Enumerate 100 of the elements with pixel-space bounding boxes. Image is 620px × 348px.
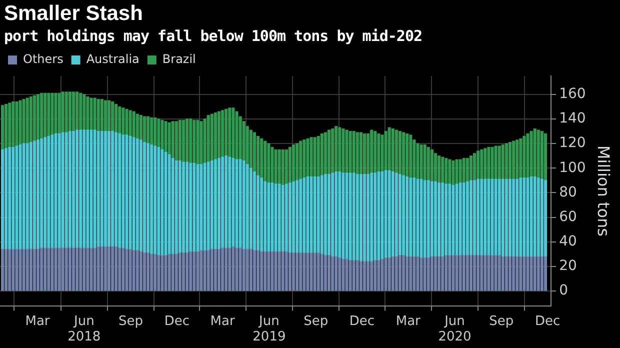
bar bbox=[466, 158, 469, 182]
bar bbox=[142, 116, 146, 143]
bar bbox=[394, 130, 398, 174]
bar bbox=[154, 117, 157, 146]
bar bbox=[540, 130, 544, 180]
bar bbox=[356, 132, 359, 175]
chart-title: Smaller Stash bbox=[4, 2, 144, 26]
bar bbox=[310, 176, 313, 254]
bar bbox=[462, 158, 466, 184]
bar bbox=[214, 159, 217, 250]
bar bbox=[519, 138, 522, 178]
bar bbox=[356, 174, 359, 261]
bar bbox=[306, 252, 310, 291]
bar bbox=[224, 108, 228, 156]
x-tick-label: Dec bbox=[349, 314, 375, 329]
bar bbox=[206, 250, 210, 291]
bar bbox=[348, 130, 352, 174]
bar bbox=[423, 180, 426, 258]
bar bbox=[221, 248, 224, 291]
bar bbox=[270, 182, 274, 252]
bar bbox=[189, 251, 192, 291]
bar bbox=[380, 172, 384, 260]
bar bbox=[494, 146, 498, 180]
bar bbox=[118, 248, 122, 291]
bar bbox=[192, 251, 196, 291]
bar bbox=[324, 132, 328, 175]
bar bbox=[530, 130, 533, 178]
bar bbox=[327, 130, 331, 175]
bar bbox=[200, 250, 203, 291]
bar bbox=[171, 121, 174, 159]
bar bbox=[391, 128, 394, 172]
bar bbox=[281, 251, 284, 291]
bar bbox=[292, 252, 296, 291]
bar bbox=[136, 250, 139, 291]
bar bbox=[362, 261, 366, 291]
bar bbox=[114, 104, 118, 133]
bar bbox=[299, 252, 302, 291]
bar bbox=[306, 176, 310, 254]
y-tick-label: 160 bbox=[559, 86, 586, 102]
bar bbox=[352, 130, 356, 174]
bar bbox=[540, 256, 544, 291]
bar bbox=[76, 92, 79, 130]
bar bbox=[228, 156, 232, 248]
bar bbox=[104, 100, 107, 132]
bar bbox=[348, 172, 352, 261]
bar bbox=[246, 164, 249, 250]
legend-label: Brazil bbox=[162, 52, 196, 66]
bar bbox=[122, 134, 125, 248]
bar bbox=[256, 250, 260, 291]
bar bbox=[310, 252, 313, 291]
bar bbox=[288, 252, 292, 291]
bar bbox=[327, 255, 331, 291]
bar bbox=[111, 130, 114, 248]
bar bbox=[487, 178, 490, 256]
bar bbox=[146, 116, 150, 144]
x-tick-label: Sep bbox=[304, 314, 328, 329]
bar bbox=[426, 146, 430, 181]
bar bbox=[79, 130, 82, 248]
bar bbox=[406, 256, 409, 291]
bar bbox=[487, 255, 490, 291]
bar bbox=[256, 136, 260, 176]
bar bbox=[171, 254, 174, 291]
bar bbox=[498, 255, 501, 291]
bar bbox=[494, 178, 498, 256]
bar bbox=[267, 251, 270, 291]
bar bbox=[200, 164, 203, 251]
bar bbox=[96, 246, 100, 291]
bar bbox=[40, 138, 44, 248]
bar bbox=[274, 149, 278, 184]
bar bbox=[409, 256, 412, 291]
bar bbox=[12, 248, 15, 291]
bar bbox=[150, 144, 154, 255]
bar bbox=[406, 133, 409, 178]
bar bbox=[455, 255, 458, 291]
bar bbox=[206, 162, 210, 251]
bar bbox=[522, 178, 526, 257]
bar bbox=[434, 256, 438, 291]
bar bbox=[210, 160, 214, 250]
bar bbox=[299, 140, 302, 180]
bar bbox=[512, 178, 516, 257]
bar bbox=[50, 92, 54, 136]
bar bbox=[93, 130, 96, 248]
bar bbox=[420, 178, 423, 258]
y-axis-title: Million tons bbox=[594, 145, 614, 236]
bar bbox=[238, 248, 242, 291]
bar bbox=[516, 178, 519, 257]
bar bbox=[200, 121, 203, 165]
bar bbox=[50, 248, 54, 291]
bar bbox=[260, 138, 264, 178]
bar bbox=[86, 130, 90, 248]
bar bbox=[374, 260, 377, 291]
bar bbox=[76, 130, 79, 248]
bar bbox=[526, 133, 530, 178]
bar bbox=[18, 144, 22, 250]
bar bbox=[224, 248, 228, 291]
bar bbox=[476, 150, 480, 180]
bar bbox=[384, 170, 388, 258]
bar bbox=[398, 255, 402, 291]
bar bbox=[519, 178, 522, 257]
bar bbox=[423, 258, 426, 291]
